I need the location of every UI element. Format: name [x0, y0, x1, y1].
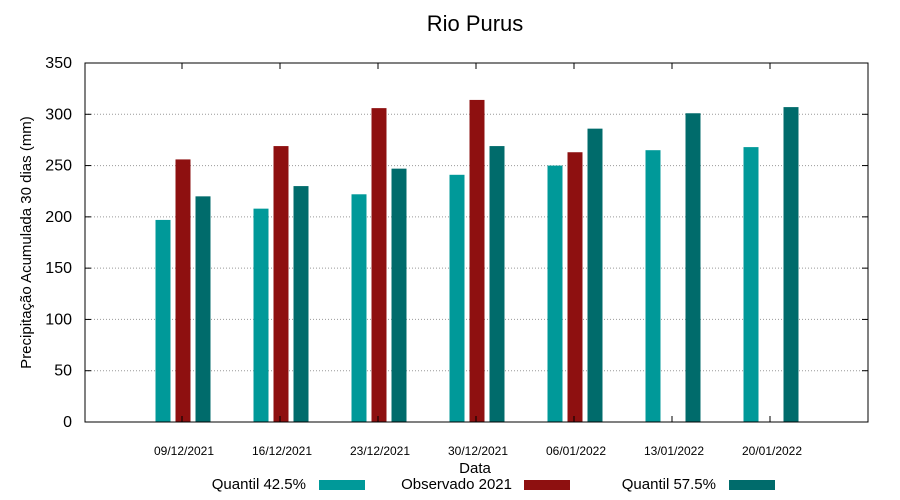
bar-3 [685, 113, 701, 422]
x-axis-ticks: 09/12/2021 16/12/2021 23/12/2021 30/12/2021… [154, 63, 802, 458]
y-tick-label: 0 [63, 414, 72, 431]
bars [155, 99, 799, 423]
legend-label: Quantil 42.5% [212, 476, 306, 493]
bar-3 [783, 107, 799, 422]
bar-3 [195, 196, 211, 422]
bar-2 [175, 159, 191, 422]
legend: Quantil 42.5% Observado 2021 Quantil 57.5% [212, 476, 775, 493]
x-tick-label: 30/12/2021 [448, 444, 508, 458]
bar-1 [155, 219, 171, 422]
legend-label: Observado 2021 [401, 476, 512, 493]
x-tick-label: 06/01/2022 [546, 444, 606, 458]
y-tick-label: 250 [45, 158, 72, 175]
x-tick-label: 23/12/2021 [350, 444, 410, 458]
bar-3 [293, 186, 309, 422]
x-tick-label: 16/12/2021 [252, 444, 312, 458]
y-tick-label: 200 [45, 209, 72, 226]
bar-1 [645, 150, 661, 422]
bar-2 [273, 146, 289, 422]
legend-label: Quantil 57.5% [622, 476, 716, 493]
x-axis-label: Data [459, 460, 491, 477]
y-tick-label: 100 [45, 311, 72, 328]
y-tick-label: 300 [45, 106, 72, 123]
bar-1 [743, 147, 759, 422]
legend-swatch [524, 480, 570, 490]
y-tick-label: 350 [45, 55, 72, 72]
chart-title: Rio Purus [427, 11, 524, 36]
bar-2 [469, 99, 485, 422]
bar-2 [371, 108, 387, 422]
bar-1 [351, 194, 367, 422]
bar-1 [449, 174, 465, 422]
y-axis-label: Precipitação Acumulada 30 dias (mm) [18, 116, 35, 369]
x-tick-label: 20/01/2022 [742, 444, 802, 458]
bar-1 [253, 208, 269, 422]
bar-3 [489, 146, 505, 422]
x-tick-label: 13/01/2022 [644, 444, 704, 458]
bar-3 [391, 168, 407, 422]
legend-swatch [319, 480, 365, 490]
y-tick-label: 50 [54, 363, 72, 380]
x-tick-label: 09/12/2021 [154, 444, 214, 458]
bar-2 [567, 152, 583, 423]
y-tick-label: 150 [45, 260, 72, 277]
y-axis-ticks: 0 50 100 150 200 250 300 350 [45, 55, 868, 431]
bar-3 [587, 128, 603, 422]
legend-swatch [729, 480, 775, 490]
bar-1 [547, 165, 563, 423]
